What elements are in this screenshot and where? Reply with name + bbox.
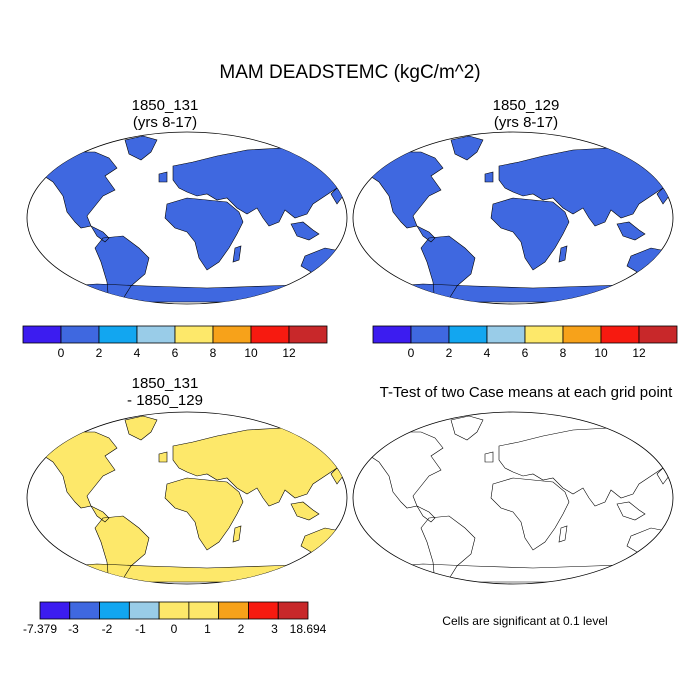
colorbar-1-tick-label: 0 — [58, 346, 65, 360]
panel-2-title-line1: 1850_129 — [492, 97, 560, 114]
colorbar-2-tick-label: 8 — [560, 346, 567, 360]
colorbar-2-swatch — [372, 325, 412, 344]
panel-1-title: 1850_131 (yrs 8-17) — [85, 97, 245, 131]
panel-3-title-line2: - 1850_129 — [127, 392, 203, 409]
colorbar-1-tick-label: 10 — [244, 346, 258, 360]
colorbar-1-swatch — [250, 325, 290, 344]
colorbar-3-swatch — [158, 601, 190, 620]
colorbar-3-tick-label: -7.379 — [23, 622, 57, 636]
colorbar-3-swatch — [188, 601, 220, 620]
colorbar-1-swatch — [98, 325, 138, 344]
panel-4-title-line1: T-Test of two Case means at each grid po… — [379, 384, 673, 401]
colorbar-1-swatch — [288, 325, 328, 344]
panel-3-title-line1: 1850_131 — [131, 375, 199, 392]
colorbar-3-tick-label: 2 — [238, 622, 245, 636]
colorbar-2-tick-label: 10 — [594, 346, 608, 360]
colorbar-3-swatch — [277, 601, 309, 620]
colorbar-3-tick-label: 0 — [171, 622, 178, 636]
colorbar-2-tick-label: 0 — [408, 346, 415, 360]
panel-2-title: 1850_129 (yrs 8-17) — [446, 97, 606, 131]
map-panel-1850-129 — [352, 131, 674, 305]
colorbar-2-swatch — [410, 325, 450, 344]
colorbar-1-tick-label: 8 — [210, 346, 217, 360]
colorbar-1-tick-label: 4 — [134, 346, 141, 360]
colorbar-1-swatch — [212, 325, 252, 344]
colorbar-3-swatch — [39, 601, 71, 620]
colorbar-3-swatch — [69, 601, 100, 620]
colorbar-1-swatch — [60, 325, 100, 344]
colorbar-2-swatch — [638, 325, 678, 344]
panel-3-title: 1850_131 - 1850_129 — [85, 375, 245, 409]
map-panel-1850-131 — [26, 131, 348, 305]
colorbar-3-tick-label: -2 — [102, 622, 113, 636]
colorbar-2-swatch — [486, 325, 526, 344]
colorbar-1-tick-label: 6 — [172, 346, 179, 360]
colorbar-2-tick-label: 12 — [632, 346, 646, 360]
colorbar-3-tick-label: -3 — [68, 622, 79, 636]
colorbar-case-1850-131: 0 2 4 6 8 10 12 — [22, 325, 328, 360]
colorbar-1-tick-label: 12 — [282, 346, 296, 360]
panel-2-title-line2: (yrs 8-17) — [493, 114, 559, 131]
colorbar-3-swatch — [248, 601, 279, 620]
colorbar-3-swatch — [218, 601, 249, 620]
colorbar-case-1850-129: 0 2 4 6 8 10 12 — [372, 325, 678, 360]
colorbar-3-swatch — [128, 601, 160, 620]
colorbar-3-tick-label: 3 — [271, 622, 278, 636]
colorbar-3-tick-label: 1 — [204, 622, 211, 636]
map-panel-difference — [26, 411, 348, 585]
colorbar-2-tick-label: 2 — [446, 346, 453, 360]
colorbar-2-swatch — [600, 325, 640, 344]
colorbar-2-tick-label: 6 — [522, 346, 529, 360]
colorbar-2-swatch — [524, 325, 564, 344]
colorbar-3-tick-label: 18.694 — [290, 622, 327, 636]
colorbar-2-tick-label: 4 — [484, 346, 491, 360]
panel-1-title-line1: 1850_131 — [131, 97, 199, 114]
panel-4-title: T-Test of two Case means at each grid po… — [356, 384, 696, 401]
colorbar-1-swatch — [22, 325, 62, 344]
map-panel-ttest — [352, 411, 674, 585]
colorbar-3-swatch — [99, 601, 130, 620]
colorbar-2-swatch — [562, 325, 602, 344]
figure-title: MAM DEADSTEMC (kgC/m^2) — [219, 62, 481, 83]
colorbar-2-swatch — [448, 325, 488, 344]
colorbar-1-swatch — [136, 325, 176, 344]
colorbar-3-tick-label: -1 — [135, 622, 146, 636]
significance-note: Cells are significant at 0.1 level — [442, 614, 608, 628]
panel-1-title-line2: (yrs 8-17) — [132, 114, 198, 131]
colorbar-difference: -7.379 -3 -2 -1 0 1 2 3 18.694 — [23, 601, 327, 636]
colorbar-1-swatch — [174, 325, 214, 344]
colorbar-1-tick-label: 2 — [96, 346, 103, 360]
